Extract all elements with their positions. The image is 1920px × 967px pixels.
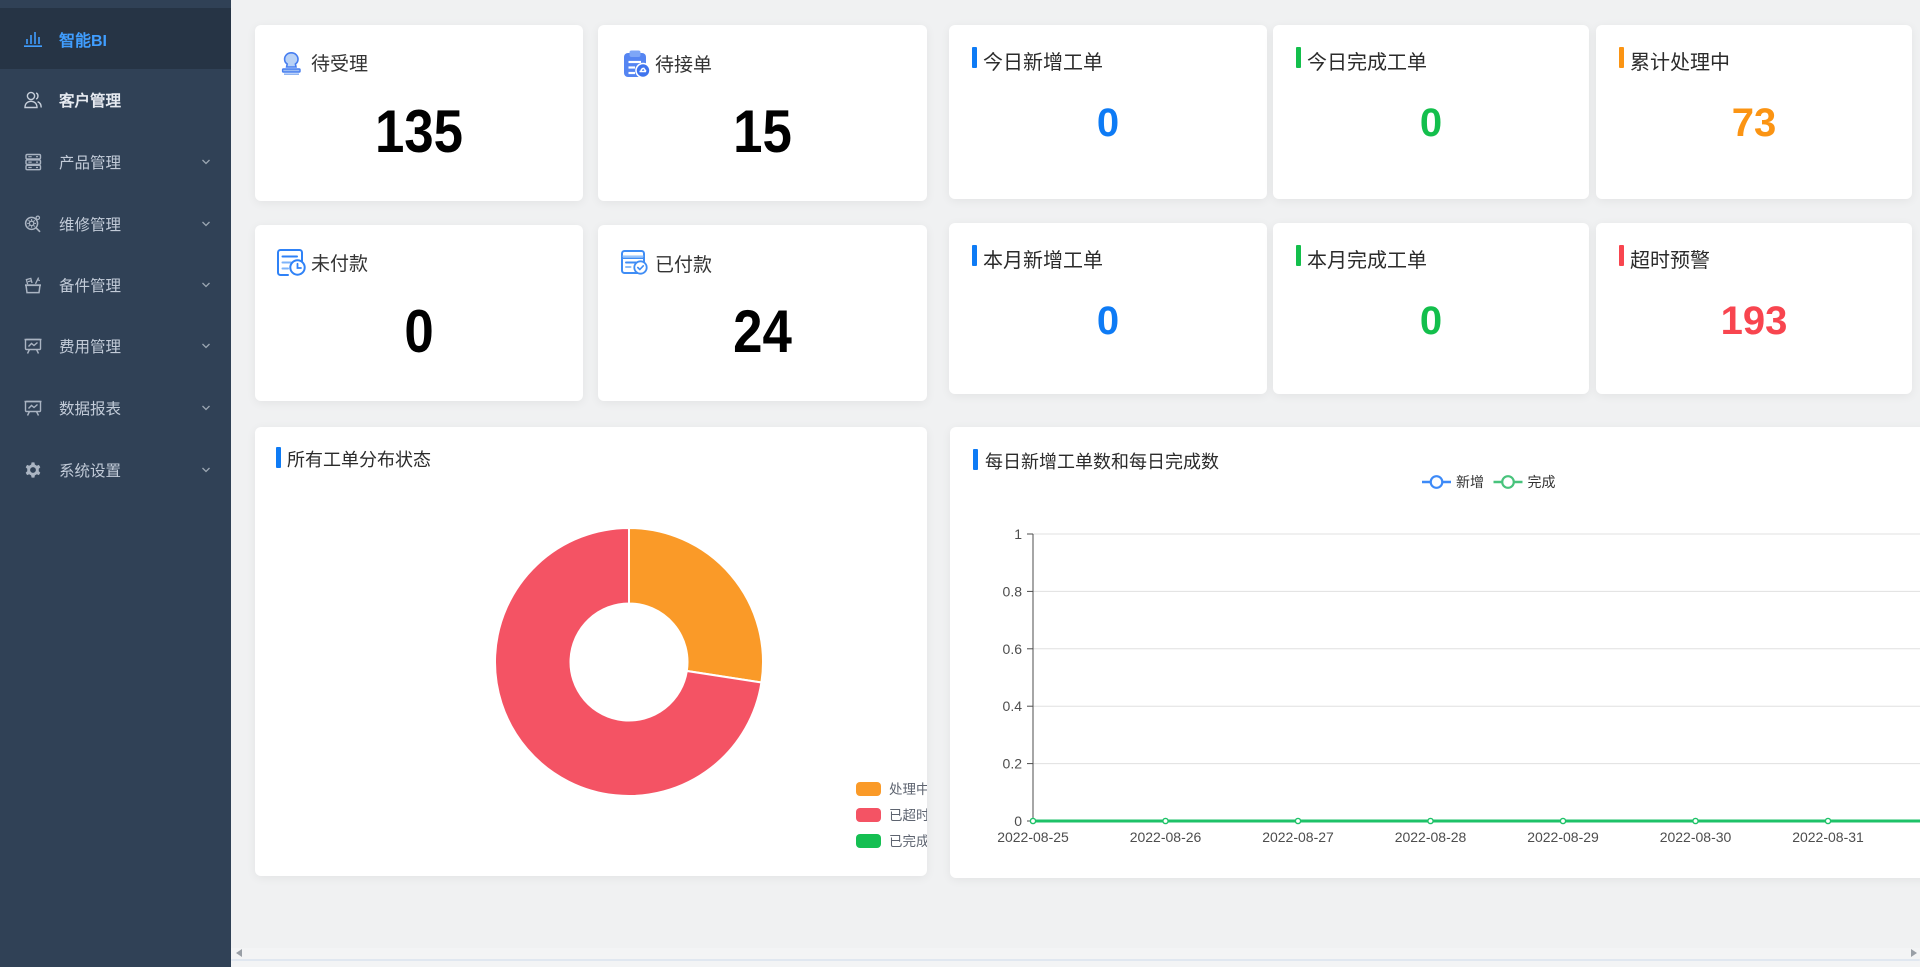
svg-text:2022-08-29: 2022-08-29 (1527, 829, 1599, 845)
svg-text:1: 1 (1014, 526, 1022, 542)
svg-text:0: 0 (1014, 813, 1022, 829)
svg-text:0.4: 0.4 (1003, 698, 1023, 714)
svg-text:0.8: 0.8 (1003, 583, 1023, 599)
svg-text:0.6: 0.6 (1003, 641, 1023, 657)
svg-text:2022-08-25: 2022-08-25 (997, 829, 1069, 845)
svg-text:2022-08-27: 2022-08-27 (1262, 829, 1334, 845)
svg-text:已超时: 已超时 (889, 808, 927, 823)
svg-text:2022-08-30: 2022-08-30 (1660, 829, 1732, 845)
svg-text:2022-08-26: 2022-08-26 (1130, 829, 1202, 845)
svg-text:处理中: 处理中 (889, 782, 927, 797)
svg-text:已完成: 已完成 (889, 834, 927, 849)
svg-text:0.2: 0.2 (1003, 756, 1023, 772)
svg-text:2022-08-31: 2022-08-31 (1792, 829, 1864, 845)
svg-text:2022-08-28: 2022-08-28 (1395, 829, 1467, 845)
svg-text:新增: 新增 (1456, 474, 1484, 490)
svg-text:完成: 完成 (1528, 474, 1556, 490)
